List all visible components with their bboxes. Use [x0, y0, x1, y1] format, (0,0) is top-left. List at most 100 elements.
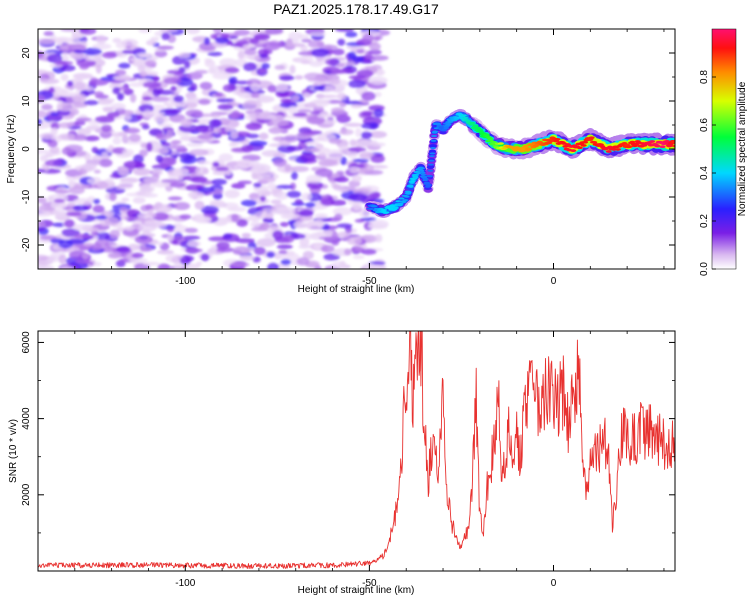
- heatmap-cell: [145, 204, 153, 210]
- heatmap-cell: [284, 163, 292, 172]
- heatmap-cell: [419, 171, 426, 174]
- heatmap-cell: [304, 102, 317, 109]
- heatmap-cell: [343, 122, 363, 127]
- heatmap-cell: [83, 135, 100, 142]
- heatmap-cell: [82, 162, 97, 172]
- heatmap-cell: [267, 182, 277, 191]
- heatmap-cell: [360, 131, 373, 139]
- heatmap-cell: [93, 91, 104, 97]
- heatmap-cell: [185, 29, 200, 35]
- heatmap-cell: [197, 133, 214, 140]
- heatmap-cell: [280, 98, 292, 103]
- heatmap-cell: [38, 196, 47, 205]
- heatmap-cell: [305, 174, 323, 184]
- heatmap-cell: [95, 34, 107, 45]
- heatmap-cell: [152, 88, 161, 97]
- heatmap-cell: [212, 170, 231, 176]
- heatmap-cell: [119, 207, 128, 211]
- heatmap-cell: [186, 142, 204, 147]
- heatmap-cell: [72, 72, 93, 80]
- heatmap-cell: [95, 64, 102, 74]
- heatmap-cell: [67, 202, 76, 207]
- heatmap-cell: [398, 197, 405, 200]
- heatmap-cell: [82, 47, 103, 56]
- heatmap-cell: [74, 81, 86, 91]
- heatmap-cell: [231, 213, 239, 223]
- heatmap-cell: [250, 221, 261, 229]
- heatmap-cell: [425, 183, 432, 187]
- heatmap-cell: [250, 227, 268, 232]
- heatmap-cell: [43, 31, 54, 37]
- heatmap-cell: [392, 206, 399, 209]
- heatmap-cell: [332, 184, 342, 191]
- heatmap-cell: [349, 166, 361, 173]
- chart-title: PAZ1.2025.178.17.49.G17: [273, 1, 439, 17]
- heatmap-cell: [253, 33, 271, 41]
- heatmap-cell: [86, 178, 96, 184]
- heatmap-cell: [46, 114, 63, 121]
- heatmap-cell: [150, 111, 165, 116]
- y-tick-label: 10: [21, 95, 32, 107]
- heatmap-cell: [73, 135, 87, 142]
- heatmap-cell: [213, 128, 221, 133]
- heatmap-cell: [118, 166, 129, 176]
- heatmap-cell: [68, 186, 85, 195]
- heatmap-cell: [374, 234, 383, 243]
- heatmap-cell: [79, 63, 90, 70]
- heatmap-cell: [276, 244, 293, 250]
- heatmap-cell: [169, 182, 186, 188]
- heatmap-cell: [439, 130, 447, 135]
- heatmap-cell: [523, 144, 530, 148]
- heatmap-cell: [38, 220, 46, 228]
- heatmap-cell: [41, 103, 53, 111]
- heatmap-cell: [294, 199, 304, 205]
- heatmap-cell: [74, 233, 91, 239]
- heatmap-cell: [61, 56, 70, 61]
- heatmap-cell: [328, 138, 342, 144]
- heatmap-cell: [235, 237, 255, 244]
- heatmap-cell: [129, 93, 137, 103]
- heatmap-cell: [242, 44, 256, 49]
- heatmap-cell: [110, 102, 126, 111]
- heatmap-cell: [216, 247, 235, 253]
- heatmap-cell: [279, 222, 289, 227]
- heatmap-cell: [429, 152, 436, 155]
- heatmap-cell: [318, 152, 327, 157]
- heatmap-cell: [518, 149, 525, 153]
- heatmap-cell: [173, 222, 183, 227]
- heatmap-cell: [160, 178, 181, 183]
- heatmap-cell: [146, 142, 153, 152]
- heatmap-cell: [313, 99, 331, 104]
- heatmap-cell: [81, 252, 89, 260]
- heatmap-cell: [56, 103, 76, 112]
- heatmap-cell: [322, 85, 335, 92]
- heatmap-cell: [591, 140, 598, 144]
- heatmap-cell: [402, 199, 409, 202]
- snr-y-ticks: 2000 4000 6000: [21, 331, 675, 534]
- heatmap-cell: [52, 209, 66, 216]
- heatmap-cell: [289, 64, 296, 74]
- heatmap-cell: [116, 246, 131, 253]
- heatmap-cell: [318, 158, 338, 167]
- heatmap-cell: [123, 88, 134, 96]
- heatmap-cell: [99, 158, 113, 168]
- heatmap-cell: [116, 109, 135, 116]
- heatmap-cell: [208, 236, 227, 242]
- heatmap-cell: [210, 113, 221, 118]
- heatmap-cell: [137, 65, 145, 73]
- heatmap-cell: [59, 266, 75, 269]
- heatmap-cell: [282, 235, 295, 244]
- heatmap-cell: [104, 216, 120, 226]
- heatmap-cell: [421, 175, 428, 178]
- heatmap-cell: [200, 205, 219, 215]
- heatmap-cell: [38, 94, 46, 103]
- heatmap-cell: [172, 167, 189, 176]
- heatmap-cell: [163, 100, 170, 107]
- spectrogram-y-ticks: -20 -10 0 10 20: [21, 28, 675, 270]
- heatmap-cell: [352, 158, 370, 163]
- snr-panel: -100 -50 0 2000 4000 6000 Height of straight…: [8, 330, 676, 596]
- heatmap-cell: [207, 51, 223, 57]
- heatmap-cell: [369, 191, 381, 199]
- heatmap-cell: [368, 208, 375, 211]
- heatmap-cell: [50, 200, 67, 210]
